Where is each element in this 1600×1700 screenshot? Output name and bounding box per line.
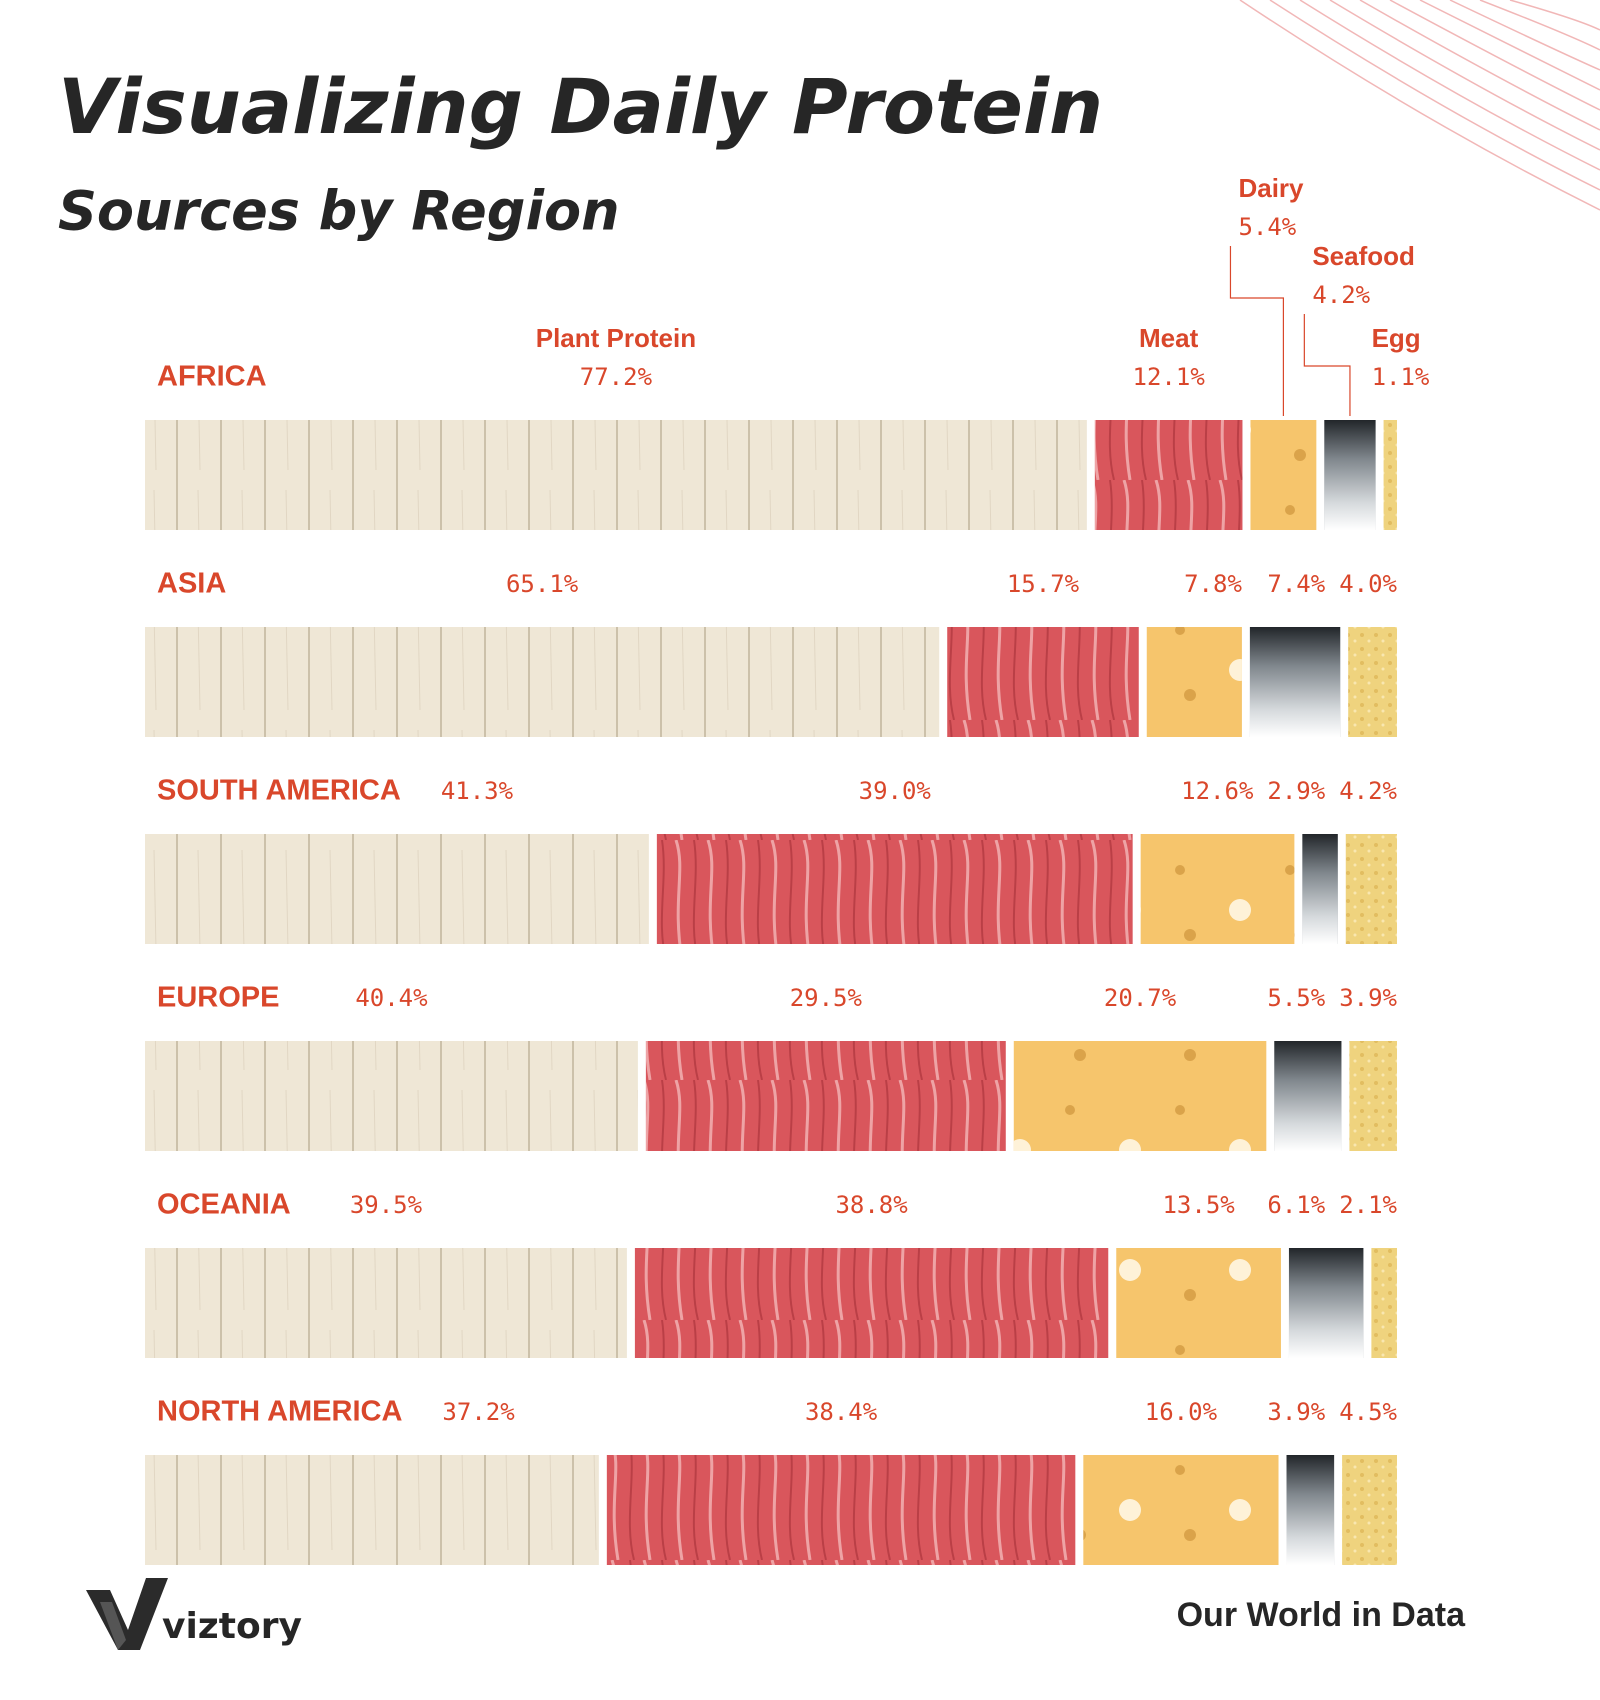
segment-texture: [1342, 1455, 1397, 1565]
value-label: 41.3%: [441, 777, 514, 805]
region-label: ASIA: [157, 568, 226, 600]
value-label: 1.1%: [1372, 363, 1430, 391]
value-label: 4.2%: [1339, 777, 1397, 805]
segment-texture: [1116, 1248, 1281, 1358]
value-label: 4.5%: [1339, 1398, 1397, 1426]
chart-subtitle: Sources by Region: [58, 180, 620, 243]
region-label: NORTH AMERICA: [157, 1396, 402, 1428]
value-label: 7.4%: [1267, 570, 1325, 598]
leader-line: [1303, 314, 1351, 416]
segment-texture: [1288, 1248, 1364, 1358]
segment-texture: [1349, 1041, 1397, 1151]
value-label: 15.7%: [1007, 570, 1080, 598]
segment-texture: [1250, 420, 1317, 530]
segment-texture: [145, 834, 649, 944]
value-label: 29.5%: [790, 984, 863, 1012]
segment-texture: [1345, 834, 1397, 944]
series-name: Egg: [1372, 323, 1421, 353]
segment-texture: [1302, 834, 1338, 944]
value-label: 12.6%: [1181, 777, 1254, 805]
value-label: 77.2%: [580, 363, 653, 391]
segment-texture: [606, 1455, 1076, 1565]
value-label: 16.0%: [1145, 1398, 1218, 1426]
value-label: 2.1%: [1339, 1191, 1397, 1219]
segment-texture: [1371, 1248, 1397, 1358]
segment-texture: [1249, 627, 1341, 737]
region-label: SOUTH AMERICA: [157, 775, 401, 807]
brand-name: viztory: [162, 1606, 302, 1647]
value-label: 5.5%: [1267, 984, 1325, 1012]
series-name: Seafood: [1312, 241, 1415, 271]
segment-texture: [145, 1041, 638, 1151]
segment-texture: [1324, 420, 1376, 530]
segment-texture: [145, 420, 1087, 530]
series-name: Dairy: [1238, 173, 1304, 203]
value-label: 38.4%: [805, 1398, 878, 1426]
segment-texture: [1274, 1041, 1342, 1151]
segment-texture: [656, 834, 1133, 944]
segment-texture: [145, 627, 940, 737]
value-label: 3.9%: [1267, 1398, 1325, 1426]
value-label: 13.5%: [1162, 1191, 1235, 1219]
value-label: 65.1%: [506, 570, 579, 598]
segment-texture: [1286, 1455, 1335, 1565]
series-name: Meat: [1139, 323, 1199, 353]
value-label: 4.0%: [1339, 570, 1397, 598]
value-label: 20.7%: [1104, 984, 1177, 1012]
value-label: 40.4%: [355, 984, 428, 1012]
segment-texture: [645, 1041, 1006, 1151]
value-label: 39.5%: [350, 1191, 423, 1219]
value-label: 2.9%: [1267, 777, 1325, 805]
segment-texture: [145, 1455, 599, 1565]
value-label: 12.1%: [1133, 363, 1206, 391]
leader-line: [1229, 246, 1285, 416]
segment-texture: [634, 1248, 1109, 1358]
region-label: EUROPE: [157, 982, 279, 1014]
value-label: 5.4%: [1238, 213, 1296, 241]
value-label: 6.1%: [1267, 1191, 1325, 1219]
segment-texture: [145, 1248, 627, 1358]
chart-title: Visualizing Daily Protein: [58, 62, 1103, 151]
series-name: Plant Protein: [536, 323, 696, 353]
brand-logo: [86, 1578, 168, 1650]
value-label: 37.2%: [442, 1398, 515, 1426]
region-label: OCEANIA: [157, 1189, 291, 1221]
segment-texture: [1383, 420, 1397, 530]
source: Our World in Data: [1177, 1596, 1466, 1634]
value-label: 38.8%: [835, 1191, 908, 1219]
segment-texture: [1083, 1455, 1279, 1565]
segment-texture: [1094, 420, 1243, 530]
segment-texture: [1013, 1041, 1267, 1151]
segment-texture: [1146, 627, 1242, 737]
segment-texture: [1348, 627, 1397, 737]
value-label: 7.8%: [1184, 570, 1242, 598]
region-label: AFRICA: [157, 361, 267, 393]
decor-lines: [1239, 0, 1600, 211]
value-label: 3.9%: [1339, 984, 1397, 1012]
segment-texture: [947, 627, 1139, 737]
value-label: 4.2%: [1312, 281, 1370, 309]
value-label: 39.0%: [859, 777, 932, 805]
segment-texture: [1140, 834, 1295, 944]
